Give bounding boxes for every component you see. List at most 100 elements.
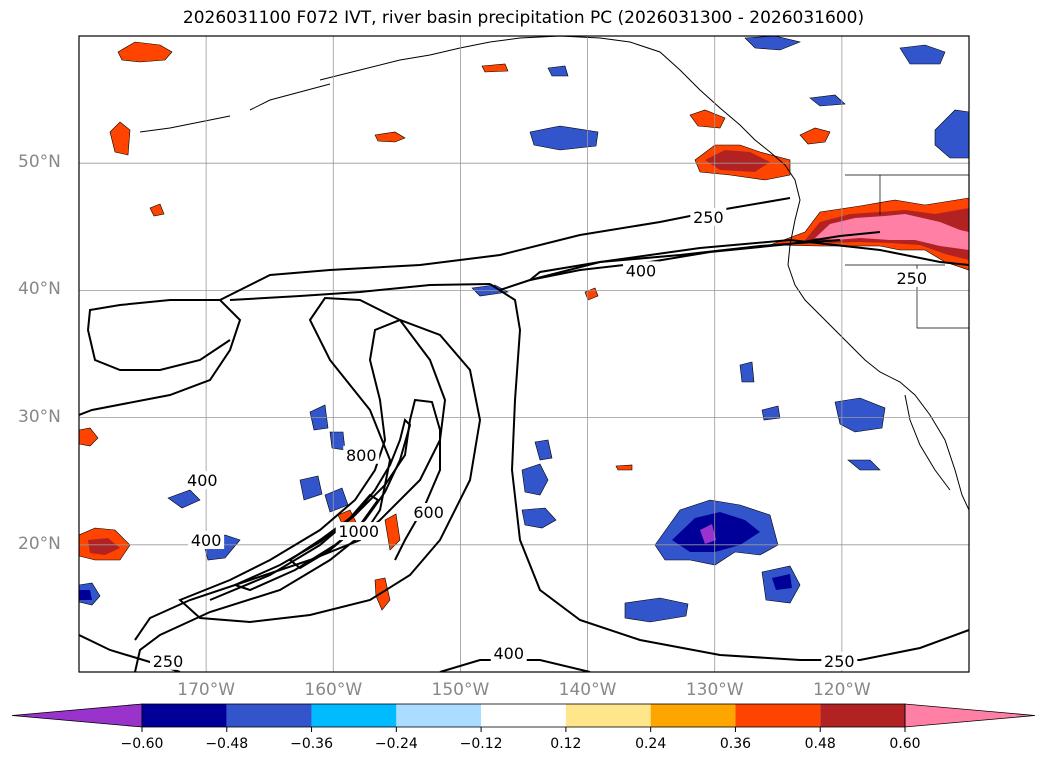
- colorbar-swatch: [820, 704, 905, 727]
- contour-label: 400: [187, 471, 218, 490]
- colorbar-tick-label: 0.24: [635, 736, 667, 752]
- colorbar-swatch: [481, 704, 566, 727]
- lat-label: 50°N: [18, 152, 61, 173]
- lon-label: 130°W: [685, 680, 744, 700]
- precip-neg-north6: [547, 65, 569, 77]
- precip-blob-nw2: [109, 121, 131, 156]
- contour-label-bg: [343, 445, 380, 464]
- precip-blob-small1: [584, 287, 599, 301]
- colorbar-tick-label: 0.48: [804, 736, 836, 752]
- precip-neg-north1: [529, 125, 599, 151]
- precip-blob-bc-inner: [705, 150, 770, 172]
- contour-label-bg: [150, 651, 186, 670]
- contour-label: 250: [897, 269, 928, 288]
- colorbar-swatch: [565, 704, 651, 727]
- precip-neg-north3: [899, 44, 946, 65]
- precip-blob-ne2: [481, 63, 509, 73]
- contour-label-bg: [335, 522, 382, 541]
- colorbar-swatch: [311, 704, 397, 727]
- precip-neg-subtrop-big-core: [700, 524, 716, 544]
- colorbar-tick-label: 0.12: [550, 736, 582, 752]
- precip-neg-east1-core: [772, 574, 792, 590]
- precip-neg-west2: [167, 489, 201, 509]
- ivt-contour-1000: [288, 493, 380, 570]
- colorbar-tick-label: −0.48: [205, 736, 249, 752]
- contour-label: 400: [493, 644, 524, 663]
- coastline-baja: [904, 394, 951, 491]
- colorbar-tick-label: 0.36: [719, 736, 752, 752]
- state-borders: [845, 174, 969, 329]
- lon-label: 160°W: [304, 680, 363, 700]
- precip-blob-ne3: [689, 109, 726, 129]
- ivt-contour-400-loop: [178, 318, 482, 624]
- contour-label: 600: [413, 503, 444, 522]
- map-title: 2026031100 F072 IVT, river basin precipi…: [182, 8, 865, 28]
- precip-neg-mid3: [534, 439, 553, 461]
- precip-neg-west7: [329, 431, 346, 451]
- contour-label: 250: [824, 652, 855, 671]
- precip-neg-north5: [809, 94, 846, 107]
- precip-blob-small3: [615, 464, 633, 471]
- precip-neg-w9: [739, 361, 755, 383]
- contour-label: 250: [693, 208, 724, 227]
- coastline-aleutians-west: [139, 115, 231, 133]
- colorbar-swatch: [396, 704, 482, 727]
- colorbar-frame: [141, 703, 906, 728]
- ivt-contours: [79, 197, 969, 672]
- contour-label: 800: [346, 446, 377, 465]
- map-frame: [78, 35, 970, 673]
- contour-label-bg: [188, 530, 225, 549]
- precip-blob-ne4: [799, 127, 831, 145]
- colorbar-tick-label: 0.60: [889, 736, 921, 752]
- colorbar-tick-label: −0.36: [290, 736, 333, 752]
- precip-neg-east2: [624, 597, 689, 623]
- precip-fields: [79, 36, 969, 623]
- lon-label: 170°W: [177, 680, 236, 700]
- colorbar-swatch: [735, 704, 821, 727]
- lat-label: 40°N: [18, 279, 61, 300]
- precip-neg-north4: [934, 109, 969, 159]
- precip-blob-subtrop3: [384, 513, 401, 551]
- coastline-americas: [319, 36, 969, 511]
- contour-label-bg: [490, 644, 527, 663]
- colorbar-swatch: [650, 704, 736, 727]
- map-panel: 250 400 250 400 400 800 1000 600 400 250 250: [79, 36, 969, 672]
- contour-label: 1000: [338, 522, 379, 541]
- colorbar-tick-label: −0.60: [120, 736, 164, 752]
- contour-label-bg: [184, 471, 221, 490]
- lat-label: 30°N: [18, 406, 61, 427]
- coastlines: [139, 36, 969, 511]
- contour-label-bg: [410, 503, 447, 521]
- precip-blob-pnw-core: [815, 214, 969, 250]
- lon-label: 120°W: [812, 680, 871, 700]
- precip-neg-west1-core: [79, 590, 92, 600]
- precip-neg-mid1: [521, 463, 549, 496]
- contour-label-bg: [821, 651, 858, 670]
- precip-blob-west2: [79, 427, 99, 447]
- precip-blob-small2: [149, 203, 165, 217]
- ivt-contour-400-north: [529, 231, 881, 281]
- colorbar-extend-high: [904, 703, 1036, 728]
- ivt-contour-600: [209, 398, 441, 601]
- lat-label: 20°N: [18, 533, 61, 554]
- colorbar-tick-label: −0.24: [374, 736, 418, 752]
- graticule: [79, 36, 969, 672]
- contour-label-bg: [622, 261, 659, 280]
- contour-label: 400: [191, 531, 222, 550]
- ivt-contour-labels: 250 400 250 400 400 800 1000 600 400 250 250: [150, 207, 930, 671]
- precip-neg-east3: [834, 397, 886, 433]
- colorbar-swatch: [226, 704, 312, 727]
- lon-label: 150°W: [431, 680, 490, 700]
- contour-label: 400: [626, 261, 657, 280]
- colorbar-swatch: [142, 704, 227, 727]
- colorbar-tick-label: −0.12: [459, 736, 503, 752]
- precip-blob-west1-inner: [88, 538, 120, 555]
- contour-label-bg: [893, 268, 930, 287]
- contour-label: 250: [153, 652, 184, 671]
- lon-label: 140°W: [558, 680, 617, 700]
- precip-blob-subtrop2: [374, 577, 391, 611]
- colorbar: [11, 703, 1036, 732]
- precip-blob-ne1: [374, 131, 406, 143]
- precip-neg-west4: [299, 475, 323, 501]
